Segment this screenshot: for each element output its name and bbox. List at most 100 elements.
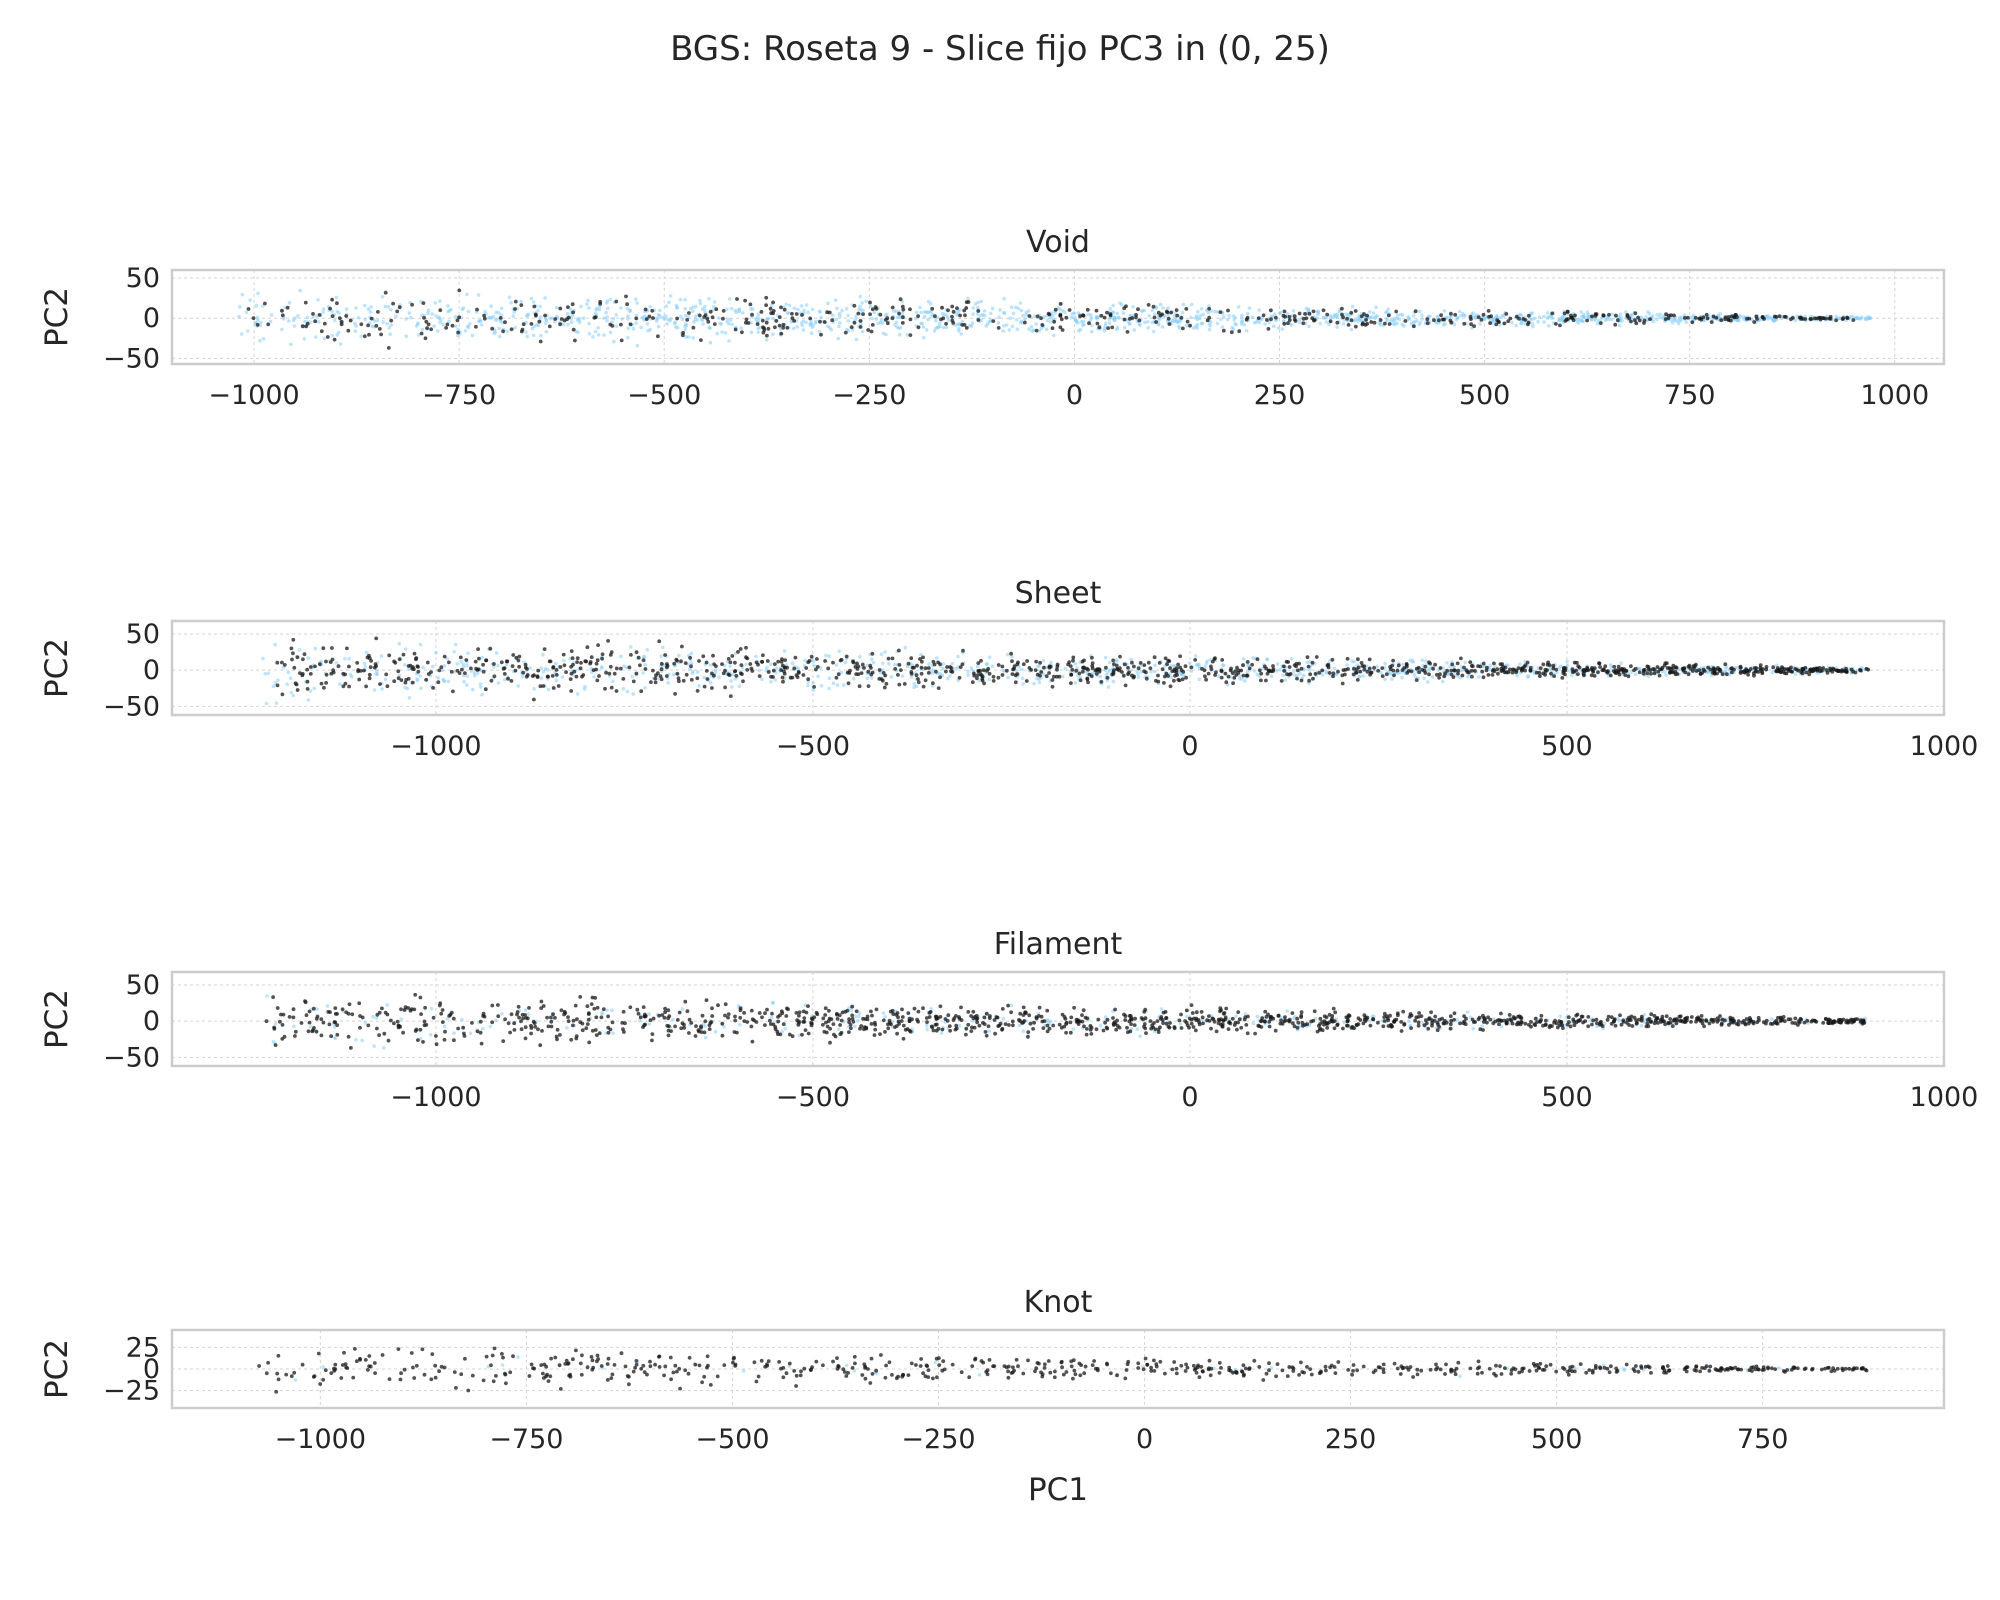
class-point [1118,654,1122,659]
class-point [1594,1017,1599,1022]
class-point [1244,1023,1249,1027]
background-point [1120,302,1124,307]
class-point [1691,669,1695,673]
background-point [656,313,661,317]
class-point [1565,310,1570,314]
class-point [697,313,702,318]
class-point [534,313,538,318]
background-point [1724,666,1728,670]
class-point [680,1021,685,1026]
class-point [332,1020,337,1024]
background-point [1507,1021,1512,1026]
background-point [725,317,730,321]
background-point [1424,659,1428,663]
background-point [1115,325,1120,330]
class-point [1179,668,1184,672]
class-point [1335,320,1340,325]
class-point [638,663,642,668]
background-point [1178,1022,1183,1026]
background-point [1227,1017,1232,1021]
class-point [1346,1013,1351,1017]
class-point [1417,670,1422,675]
class-point [777,323,782,328]
class-point [808,316,813,321]
class-point [603,686,607,691]
class-point [344,314,349,318]
background-point [1272,312,1277,317]
class-point [263,301,267,306]
class-point [564,670,568,674]
class-point [463,671,467,675]
background-point [1161,306,1165,310]
background-point [314,314,319,318]
class-point [330,314,335,319]
class-point [1301,317,1306,321]
background-point [1078,675,1083,679]
class-point [1656,669,1661,674]
class-point [1179,316,1184,320]
class-point [1156,310,1161,315]
background-point [872,310,876,315]
background-point [1240,677,1244,681]
background-point [1328,313,1333,318]
class-point [944,669,948,674]
background-point [730,685,734,689]
class-point [1257,668,1262,673]
background-point [737,1023,742,1027]
background-point [1014,668,1019,673]
class-point [644,317,649,321]
scatter-points [261,636,1871,706]
background-point [1579,310,1583,314]
class-point [822,320,827,324]
class-point [595,658,600,663]
class-point [978,668,983,673]
class-point [1269,317,1273,322]
background-point [771,316,775,321]
class-point [502,672,507,676]
class-point [959,1005,963,1010]
class-point [294,682,299,687]
x-tick-label: −500 [627,380,701,411]
class-point [1130,673,1134,678]
class-point [1403,319,1408,323]
class-point [958,313,962,318]
background-point [683,306,688,311]
class-point [873,305,878,309]
class-point [703,313,708,317]
background-point [1020,667,1024,672]
class-point [477,656,481,661]
class-point [1035,314,1040,319]
class-point [1085,307,1090,312]
class-point [1017,1018,1021,1022]
class-point [1389,1023,1393,1027]
class-point [1097,669,1102,674]
background-point [826,324,830,329]
background-point [625,689,630,694]
class-point [721,309,726,313]
background-point [579,304,583,309]
class-point [1692,666,1696,670]
class-point [278,1019,282,1024]
class-point [895,1031,899,1036]
class-point [1099,679,1104,684]
background-point [1037,680,1042,685]
class-point [1066,662,1070,667]
background-point [1108,307,1112,311]
class-point [1044,674,1049,679]
background-point [1200,321,1205,326]
background-point [389,323,394,327]
background-point [388,332,393,337]
background-point [274,701,279,705]
class-point [1443,671,1447,676]
class-point [1598,665,1602,669]
class-point [513,299,518,304]
background-point [524,330,528,334]
background-point [332,318,337,323]
class-point [1266,668,1271,673]
class-point [948,665,952,669]
background-point [1185,1014,1189,1019]
background-point [679,314,683,319]
background-point [447,319,452,324]
class-point [1412,324,1416,329]
background-point [1304,306,1309,311]
